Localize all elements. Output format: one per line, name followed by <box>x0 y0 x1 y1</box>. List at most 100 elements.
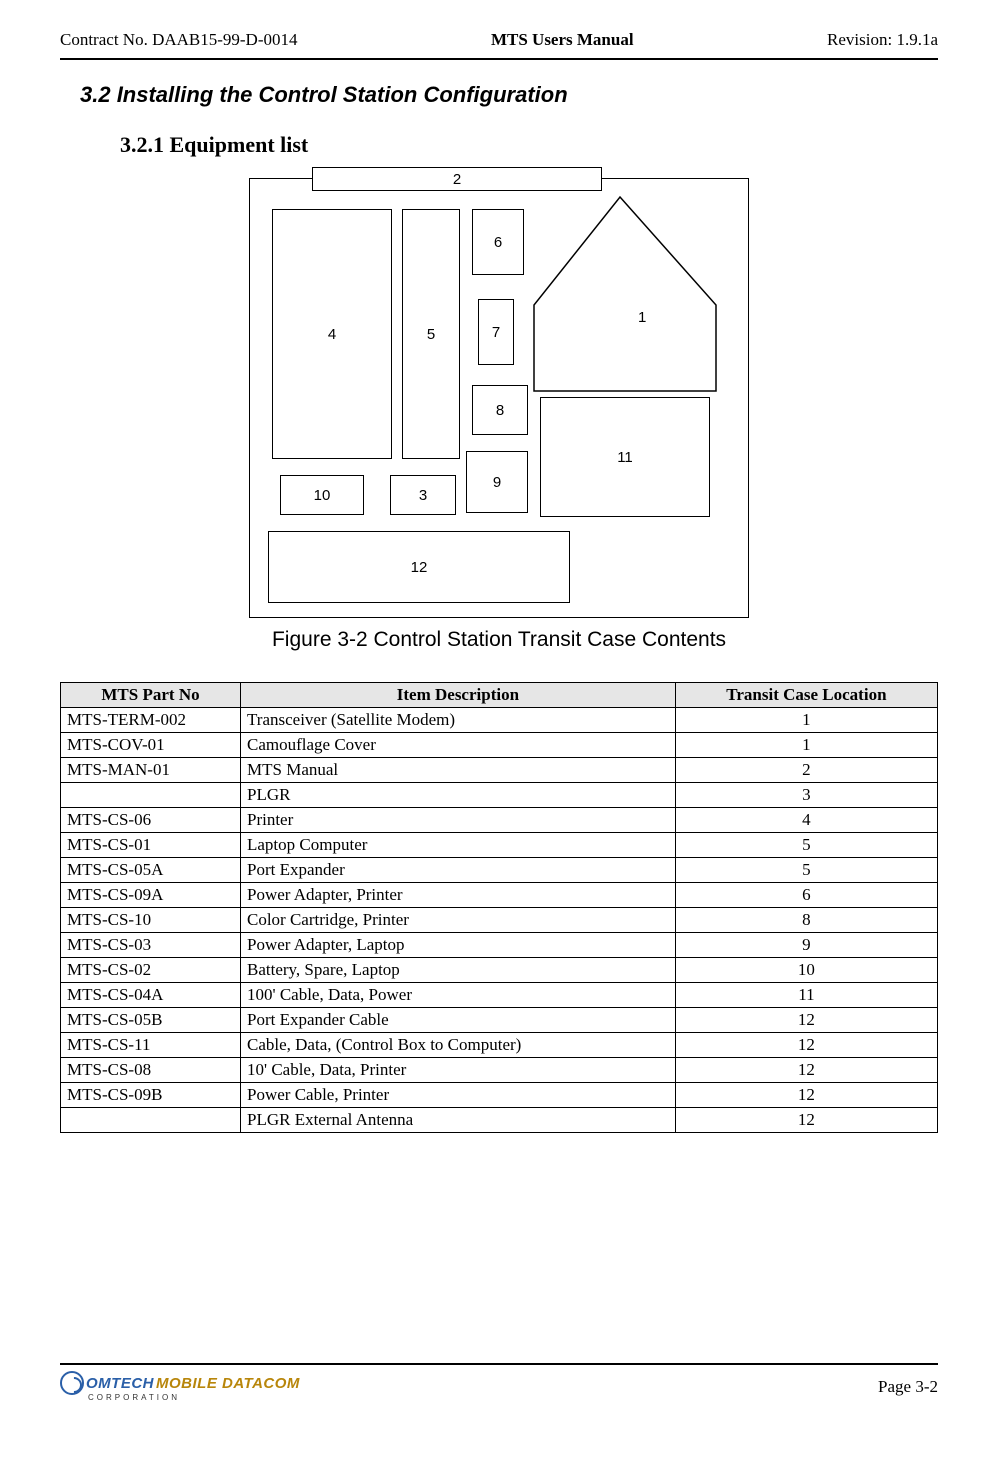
th-part-no: MTS Part No <box>61 683 241 708</box>
table-row: MTS-CS-05APort Expander5 <box>61 858 938 883</box>
page-footer: OMTECH MOBILE DATACOM CORPORATION Page 3… <box>60 1363 938 1402</box>
cell-location: 12 <box>675 1108 937 1133</box>
table-row: MTS-CS-10Color Cartridge, Printer8 <box>61 908 938 933</box>
cell-description: MTS Manual <box>241 758 676 783</box>
table-header-row: MTS Part No Item Description Transit Cas… <box>61 683 938 708</box>
logo-text-mobile-datacom: MOBILE DATACOM <box>156 1375 300 1392</box>
header-right: Revision: 1.9.1a <box>827 30 938 50</box>
table-row: MTS-CS-01Laptop Computer5 <box>61 833 938 858</box>
cell-location: 9 <box>675 933 937 958</box>
table-row: PLGR External Antenna12 <box>61 1108 938 1133</box>
page: Contract No. DAAB15-99-D-0014 MTS Users … <box>0 0 998 1422</box>
cell-description: Laptop Computer <box>241 833 676 858</box>
diagram-box-8: 8 <box>472 385 528 435</box>
cell-location: 5 <box>675 833 937 858</box>
th-desc: Item Description <box>241 683 676 708</box>
table-row: MTS-MAN-01MTS Manual2 <box>61 758 938 783</box>
table-row: MTS-CS-11Cable, Data, (Control Box to Co… <box>61 1033 938 1058</box>
cell-location: 6 <box>675 883 937 908</box>
header-rule <box>60 58 938 60</box>
cell-location: 12 <box>675 1033 937 1058</box>
cell-part-no: MTS-CS-09B <box>61 1083 241 1108</box>
cell-part-no: MTS-CS-05B <box>61 1008 241 1033</box>
diagram-box-12: 12 <box>268 531 570 603</box>
cell-description: PLGR <box>241 783 676 808</box>
cell-description: Printer <box>241 808 676 833</box>
cell-description: Color Cartridge, Printer <box>241 908 676 933</box>
cell-part-no: MTS-CS-05A <box>61 858 241 883</box>
cell-location: 1 <box>675 733 937 758</box>
table-row: MTS-CS-04A100' Cable, Data, Power11 <box>61 983 938 1008</box>
table-row: MTS-CS-06Printer4 <box>61 808 938 833</box>
cell-location: 11 <box>675 983 937 1008</box>
section-heading-3-2-1: 3.2.1 Equipment list <box>120 132 938 158</box>
cell-description: 100' Cable, Data, Power <box>241 983 676 1008</box>
transit-case-diagram: 245678910311121 <box>249 178 749 618</box>
cell-location: 3 <box>675 783 937 808</box>
diagram-box-6: 6 <box>472 209 524 275</box>
cell-description: Cable, Data, (Control Box to Computer) <box>241 1033 676 1058</box>
diagram-box-9: 9 <box>466 451 528 513</box>
cell-description: PLGR External Antenna <box>241 1108 676 1133</box>
diagram-box-2: 2 <box>312 167 602 191</box>
cell-location: 12 <box>675 1008 937 1033</box>
cell-part-no: MTS-CS-11 <box>61 1033 241 1058</box>
cell-part-no: MTS-CS-10 <box>61 908 241 933</box>
cell-part-no: MTS-CS-06 <box>61 808 241 833</box>
cell-part-no: MTS-CS-02 <box>61 958 241 983</box>
cell-part-no: MTS-CS-09A <box>61 883 241 908</box>
section-heading-3-2: 3.2 Installing the Control Station Confi… <box>80 82 938 108</box>
table-row: MTS-CS-09APower Adapter, Printer6 <box>61 883 938 908</box>
diagram-box-4: 4 <box>272 209 392 459</box>
cell-location: 12 <box>675 1083 937 1108</box>
table-row: MTS-COV-01Camouflage Cover1 <box>61 733 938 758</box>
cell-description: 10' Cable, Data, Printer <box>241 1058 676 1083</box>
figure-caption: Figure 3-2 Control Station Transit Case … <box>60 628 938 652</box>
logo-text-omtech: OMTECH <box>86 1375 154 1392</box>
cell-location: 4 <box>675 808 937 833</box>
cell-part-no: MTS-CS-08 <box>61 1058 241 1083</box>
logo-icon <box>60 1371 84 1395</box>
header-center: MTS Users Manual <box>491 30 634 50</box>
footer-logo: OMTECH MOBILE DATACOM CORPORATION <box>60 1371 300 1402</box>
cell-description: Camouflage Cover <box>241 733 676 758</box>
cell-location: 2 <box>675 758 937 783</box>
cell-part-no: MTS-CS-03 <box>61 933 241 958</box>
table-body: MTS-TERM-002Transceiver (Satellite Modem… <box>61 708 938 1133</box>
cell-location: 12 <box>675 1058 937 1083</box>
page-header: Contract No. DAAB15-99-D-0014 MTS Users … <box>60 30 938 50</box>
th-location: Transit Case Location <box>675 683 937 708</box>
cell-part-no <box>61 1108 241 1133</box>
cell-description: Port Expander <box>241 858 676 883</box>
cell-description: Port Expander Cable <box>241 1008 676 1033</box>
cell-part-no: MTS-MAN-01 <box>61 758 241 783</box>
cell-location: 1 <box>675 708 937 733</box>
cell-part-no <box>61 783 241 808</box>
logo-subtext: CORPORATION <box>88 1393 300 1402</box>
cell-description: Battery, Spare, Laptop <box>241 958 676 983</box>
diagram-box-11: 11 <box>540 397 710 517</box>
table-row: MTS-CS-03Power Adapter, Laptop9 <box>61 933 938 958</box>
diagram-box-10: 10 <box>280 475 364 515</box>
cell-location: 8 <box>675 908 937 933</box>
cell-part-no: MTS-COV-01 <box>61 733 241 758</box>
footer-page-number: Page 3-2 <box>878 1377 938 1397</box>
table-row: MTS-CS-05BPort Expander Cable12 <box>61 1008 938 1033</box>
table-row: MTS-CS-0810' Cable, Data, Printer12 <box>61 1058 938 1083</box>
diagram-box-3: 3 <box>390 475 456 515</box>
cell-description: Power Adapter, Laptop <box>241 933 676 958</box>
cell-part-no: MTS-CS-04A <box>61 983 241 1008</box>
cell-description: Power Adapter, Printer <box>241 883 676 908</box>
table-row: PLGR3 <box>61 783 938 808</box>
table-row: MTS-TERM-002Transceiver (Satellite Modem… <box>61 708 938 733</box>
cell-description: Power Cable, Printer <box>241 1083 676 1108</box>
diagram-box-5: 5 <box>402 209 460 459</box>
diagram-box-7: 7 <box>478 299 514 365</box>
equipment-table: MTS Part No Item Description Transit Cas… <box>60 682 938 1133</box>
cell-location: 10 <box>675 958 937 983</box>
cell-location: 5 <box>675 858 937 883</box>
header-left: Contract No. DAAB15-99-D-0014 <box>60 30 298 50</box>
table-row: MTS-CS-09BPower Cable, Printer12 <box>61 1083 938 1108</box>
diagram-label-1: 1 <box>638 309 646 326</box>
diagram-container: 245678910311121 <box>60 178 938 618</box>
